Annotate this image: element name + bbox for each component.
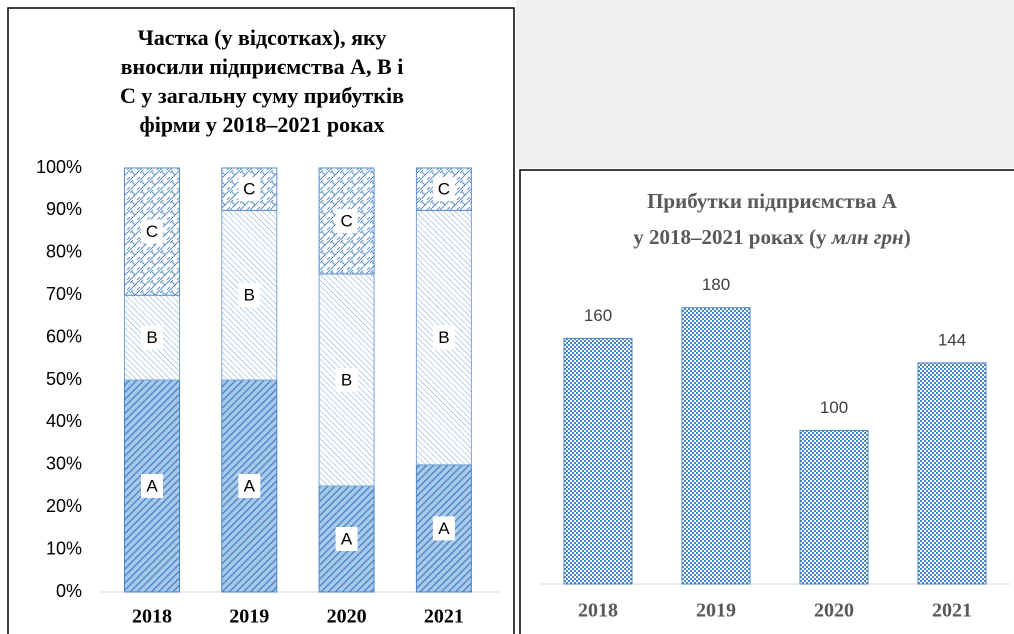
x-tick-label: 2021: [932, 600, 972, 622]
x-tick-label: 2018: [578, 600, 618, 622]
segment-label: B: [146, 328, 157, 347]
x-tick-label: 2020: [814, 600, 854, 622]
label-box: [141, 325, 163, 350]
segment-label: B: [438, 328, 449, 347]
y-tick-label: 60%: [46, 326, 82, 346]
data-label: 100: [820, 398, 848, 417]
data-label: 160: [584, 306, 612, 325]
x-tick-label: 2020: [327, 606, 367, 628]
chart-title: С у загальну суму прибутків: [120, 83, 404, 108]
y-tick-label: 90%: [46, 199, 82, 219]
y-tick-label: 30%: [46, 454, 82, 474]
label-box: [141, 474, 163, 498]
chart-title: Прибутки підприємства А: [647, 189, 898, 213]
y-tick-label: 20%: [46, 496, 82, 516]
segment-label: A: [438, 519, 450, 538]
label-box: [335, 209, 358, 233]
label-box: [238, 474, 261, 498]
segment-label: B: [244, 286, 255, 305]
data-label: 180: [702, 275, 730, 294]
segment-label: B: [341, 370, 352, 389]
y-tick-label: 50%: [46, 369, 82, 389]
label-box: [432, 516, 455, 541]
label-box: [141, 219, 163, 244]
label-box: [432, 177, 455, 202]
x-tick-label: 2021: [424, 606, 464, 628]
bar: [563, 337, 633, 585]
segment-label: C: [340, 211, 352, 230]
segment-label: C: [146, 222, 158, 241]
bar-chart: Прибутки підприємства А у 2018–2021 роках…: [540, 189, 1010, 622]
label-box: [335, 527, 358, 551]
y-tick-label: 10%: [46, 538, 82, 558]
chart-title: вносили підприємства А, В і: [121, 54, 404, 79]
stacked-chart: Частка (у відсотках), яку вносили підприє…: [36, 25, 500, 628]
title-part: ): [904, 225, 911, 249]
x-tick-label: 2018: [132, 606, 172, 628]
label-box: [335, 368, 358, 392]
segment-label: A: [146, 476, 158, 495]
y-tick-label: 0%: [56, 581, 82, 601]
y-tick-label: 40%: [46, 411, 82, 431]
x-tick-label: 2019: [229, 606, 269, 628]
chart-title: у 2018–2021 роках (у млн грн): [633, 225, 910, 249]
bar: [681, 307, 751, 585]
segment-label: C: [243, 180, 255, 199]
chart-title: фірми у 2018–2021 роках: [140, 112, 385, 137]
y-tick-label: 80%: [46, 242, 82, 262]
label-box: [238, 283, 261, 308]
y-tick-label: 100%: [36, 157, 82, 177]
segment-label: C: [438, 180, 450, 199]
title-part: млн грн: [831, 225, 904, 249]
title-part: у 2018–2021 роках (у: [633, 225, 831, 249]
segment-label: A: [244, 476, 256, 495]
label-box: [238, 177, 261, 202]
data-label: 144: [938, 330, 966, 349]
chart-title: Частка (у відсотках), яку: [138, 25, 387, 50]
bar: [799, 430, 869, 585]
y-tick-label: 70%: [46, 284, 82, 304]
label-box: [432, 325, 455, 350]
bar: [917, 362, 987, 585]
segment-label: A: [341, 529, 353, 548]
background: [516, 0, 1014, 168]
x-tick-label: 2019: [696, 600, 736, 622]
